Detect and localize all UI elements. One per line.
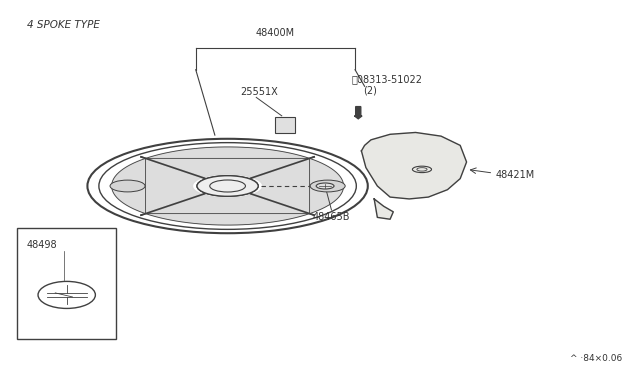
Ellipse shape — [224, 185, 232, 187]
Ellipse shape — [316, 183, 334, 189]
Text: 25551X: 25551X — [241, 87, 278, 97]
FancyArrow shape — [355, 107, 362, 119]
Bar — [17, 228, 116, 339]
Ellipse shape — [110, 180, 145, 192]
Text: 4 SPOKE TYPE: 4 SPOKE TYPE — [27, 20, 100, 30]
Text: 48421M: 48421M — [495, 170, 534, 180]
Polygon shape — [145, 147, 310, 177]
Text: 48465B: 48465B — [313, 212, 350, 222]
Polygon shape — [374, 199, 394, 219]
Bar — [275, 117, 295, 134]
Text: (2): (2) — [364, 85, 377, 95]
Text: 48498: 48498 — [27, 240, 58, 250]
Polygon shape — [111, 158, 203, 214]
Polygon shape — [145, 195, 310, 225]
Polygon shape — [252, 158, 344, 214]
Ellipse shape — [197, 176, 258, 196]
Ellipse shape — [310, 180, 345, 192]
Polygon shape — [362, 132, 467, 199]
Text: Ⓢ08313-51022: Ⓢ08313-51022 — [352, 74, 423, 84]
Text: 48400M: 48400M — [256, 28, 295, 38]
Text: ^ ·84×0.06: ^ ·84×0.06 — [570, 354, 623, 363]
